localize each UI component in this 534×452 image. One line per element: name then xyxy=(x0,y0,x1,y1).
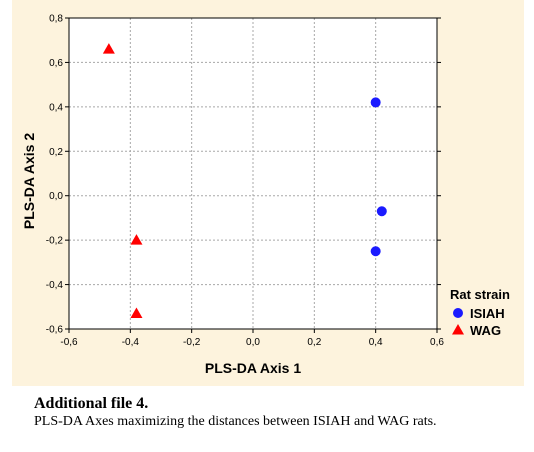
legend: Rat strain ISIAH WAG xyxy=(450,287,510,338)
caption-text: PLS-DA Axes maximizing the distances bet… xyxy=(34,414,437,429)
y-axis: -0,6 -0,4 -0,2 0,0 0,2 0,4 0,6 0,8 xyxy=(46,14,441,336)
y-tick-label: 0,8 xyxy=(49,14,63,25)
scatter-chart: -0,6 -0,4 -0,2 0,0 0,2 0,4 0,6 -0,6 -0,4 -0,2 0,0… xyxy=(21,14,510,377)
y-axis-title: PLS-DA Axis 2 xyxy=(21,133,37,229)
x-tick-label: 0,2 xyxy=(307,337,321,348)
isiah-point xyxy=(376,206,387,217)
y-tick-label: 0,6 xyxy=(49,58,63,69)
x-tick-label: 0,6 xyxy=(430,337,444,348)
legend-label: ISIAH xyxy=(470,306,505,321)
plot-background xyxy=(69,18,437,329)
x-axis-title: PLS-DA Axis 1 xyxy=(205,360,301,376)
legend-title: Rat strain xyxy=(450,287,510,302)
grid-lines xyxy=(69,18,437,329)
caption-title: Additional file 4. xyxy=(34,395,149,412)
x-tick-label: 0,0 xyxy=(246,337,260,348)
y-tick-label: -0,6 xyxy=(46,325,64,336)
wag-point xyxy=(130,307,143,318)
wag-point xyxy=(130,234,143,245)
x-tick-label: 0,4 xyxy=(369,337,383,348)
y-tick-label: 0,4 xyxy=(49,102,63,113)
x-tick-label: -0,4 xyxy=(122,337,140,348)
wag-point xyxy=(102,43,115,54)
isiah-legend-marker xyxy=(453,308,463,318)
isiah-point xyxy=(370,246,381,257)
y-tick-label: -0,4 xyxy=(46,280,64,291)
wag-legend-marker xyxy=(452,324,464,335)
y-tick-label: 0,0 xyxy=(49,191,63,202)
x-tick-label: -0,6 xyxy=(60,337,78,348)
isiah-point xyxy=(370,97,381,108)
figure-panel: -0,6 -0,4 -0,2 0,0 0,2 0,4 0,6 -0,6 -0,4 -0,2 0,0… xyxy=(12,0,524,386)
legend-label: WAG xyxy=(470,323,501,338)
x-axis: -0,6 -0,4 -0,2 0,0 0,2 0,4 0,6 xyxy=(60,329,444,348)
y-tick-label: -0,2 xyxy=(46,236,64,247)
y-tick-label: 0,2 xyxy=(49,147,63,158)
data-points xyxy=(102,43,387,318)
x-tick-label: -0,2 xyxy=(183,337,201,348)
